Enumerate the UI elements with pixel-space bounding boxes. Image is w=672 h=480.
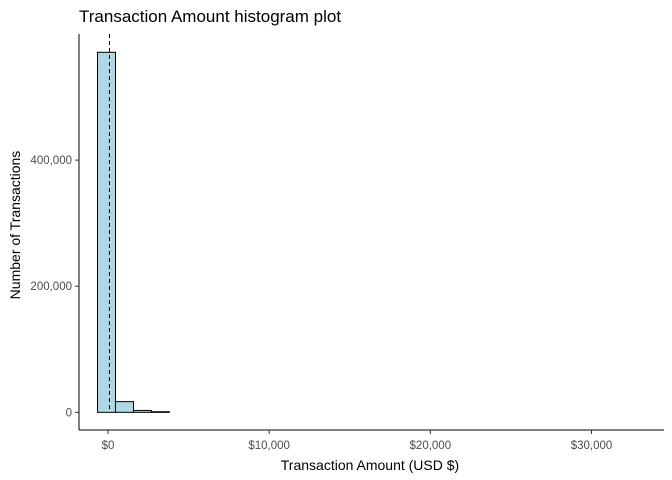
x-axis-title: Transaction Amount (USD $) xyxy=(281,457,459,473)
x-ticks-group: $0 $10,000 $20,000 $30,000 xyxy=(102,430,613,452)
x-tick-label: $0 xyxy=(102,440,115,452)
bars-group xyxy=(97,51,170,413)
chart-title: Transaction Amount histogram plot xyxy=(79,7,341,26)
histogram-bar xyxy=(97,51,116,413)
y-ticks-group: 0 200,000 400,000 xyxy=(30,155,79,419)
histogram-bar xyxy=(114,401,134,413)
histogram-bar xyxy=(150,411,170,413)
histogram-bar xyxy=(132,409,152,413)
x-tick-label: $10,000 xyxy=(248,440,290,452)
y-axis-title: Number of Transactions xyxy=(7,151,23,300)
x-tick-label: $30,000 xyxy=(571,440,613,452)
x-tick-label: $20,000 xyxy=(410,440,452,452)
y-tick-label: 200,000 xyxy=(30,281,72,293)
y-tick-label: 0 xyxy=(66,407,72,419)
y-tick-label: 400,000 xyxy=(30,155,72,167)
